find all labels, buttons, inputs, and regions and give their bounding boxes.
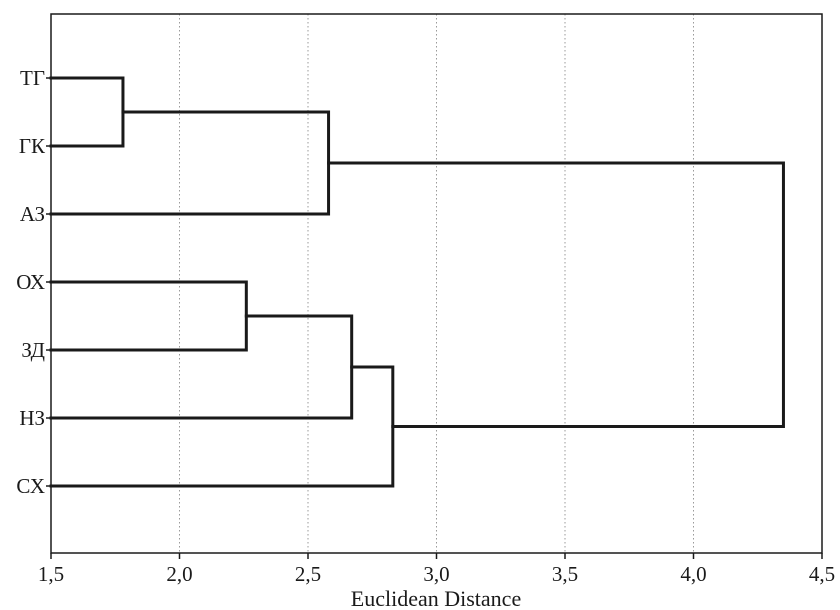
branch-c4 [49, 314, 354, 420]
x-axis-title: Euclidean Distance [351, 586, 521, 610]
x-tick-label: 3,0 [423, 562, 449, 586]
branch-c6 [327, 161, 785, 428]
leaf-label: СХ [16, 474, 45, 498]
leaf-label: ЗД [21, 338, 45, 362]
branch-c2 [49, 110, 331, 216]
leaf-label: ОХ [16, 270, 45, 294]
branch-c1 [49, 76, 125, 148]
x-tick-label: 4,0 [680, 562, 706, 586]
x-tick-label: 2,0 [166, 562, 192, 586]
dendrogram-branches [49, 76, 785, 488]
x-tick-label: 3,5 [552, 562, 578, 586]
branch-c3 [49, 280, 248, 352]
branch-c5 [49, 365, 395, 488]
leaf-label: ГК [19, 134, 46, 158]
leaf-label: ТГ [20, 66, 45, 90]
leaf-label: НЗ [19, 406, 45, 430]
grid-lines [179, 14, 694, 553]
leaf-labels: ТГ ГК АЗ ОХ ЗД НЗ СХ [16, 66, 46, 498]
x-tick-label: 1,5 [38, 562, 64, 586]
x-tick-label: 2,5 [295, 562, 321, 586]
leaf-label: АЗ [20, 202, 45, 226]
x-tick-label: 4,5 [809, 562, 835, 586]
x-axis-ticks [46, 77, 823, 559]
x-axis-tick-labels: 1,5 2,0 2,5 3,0 3,5 4,0 4,5 [38, 562, 835, 586]
